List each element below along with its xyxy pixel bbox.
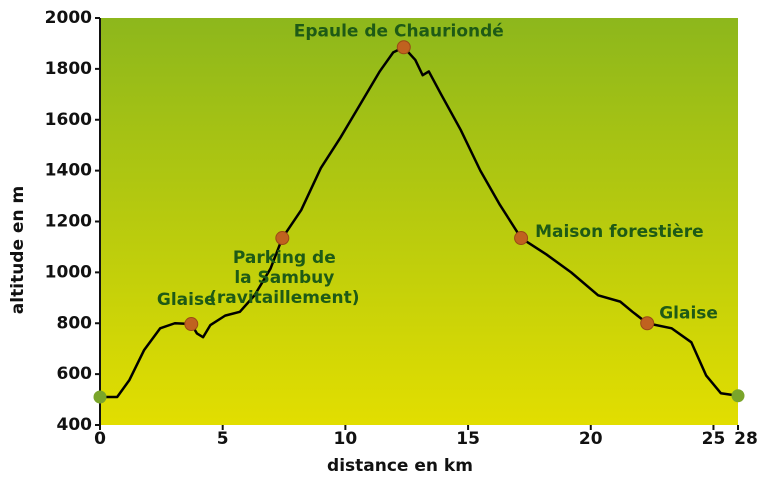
waypoint	[275, 231, 290, 246]
waypoint-label: Glaise	[659, 303, 718, 323]
waypoint	[640, 316, 655, 331]
waypoint-label: (ravitaillement)	[209, 288, 359, 308]
waypoint-label: la Sambuy	[234, 268, 334, 288]
profile-line	[100, 46, 739, 399]
y-tick-label: 400	[57, 415, 93, 435]
waypoint-label: Epaule de Chauriondé	[294, 21, 504, 41]
x-axis-label: distance en km	[327, 456, 473, 476]
x-tick-label: 28	[734, 429, 758, 449]
waypoint-label: Glaise	[157, 290, 216, 310]
waypoint	[514, 231, 529, 246]
waypoint-label: Maison forestière	[535, 222, 704, 242]
x-tick-label: 10	[334, 429, 358, 449]
endpoint	[731, 389, 745, 403]
x-tick-label: 0	[94, 429, 106, 449]
y-axis-label: altitude en m	[8, 186, 28, 314]
y-tick-label: 600	[57, 364, 93, 384]
y-tick-label: 800	[57, 313, 93, 333]
y-tick-label: 1200	[45, 212, 92, 232]
y-tick-label: 1000	[45, 262, 92, 282]
waypoint	[184, 317, 199, 332]
y-tick-label: 1800	[45, 59, 92, 79]
y-tick-label: 1400	[45, 161, 92, 181]
x-tick-label: 15	[456, 429, 480, 449]
x-tick-label: 20	[579, 429, 603, 449]
y-tick-label: 2000	[45, 8, 92, 28]
plot-area	[100, 18, 738, 425]
x-tick-label: 25	[702, 429, 726, 449]
waypoint-label: Parking de	[233, 248, 336, 268]
x-tick-label: 5	[217, 429, 229, 449]
waypoint	[396, 40, 411, 55]
y-tick-label: 1600	[45, 110, 92, 130]
endpoint	[93, 390, 107, 404]
